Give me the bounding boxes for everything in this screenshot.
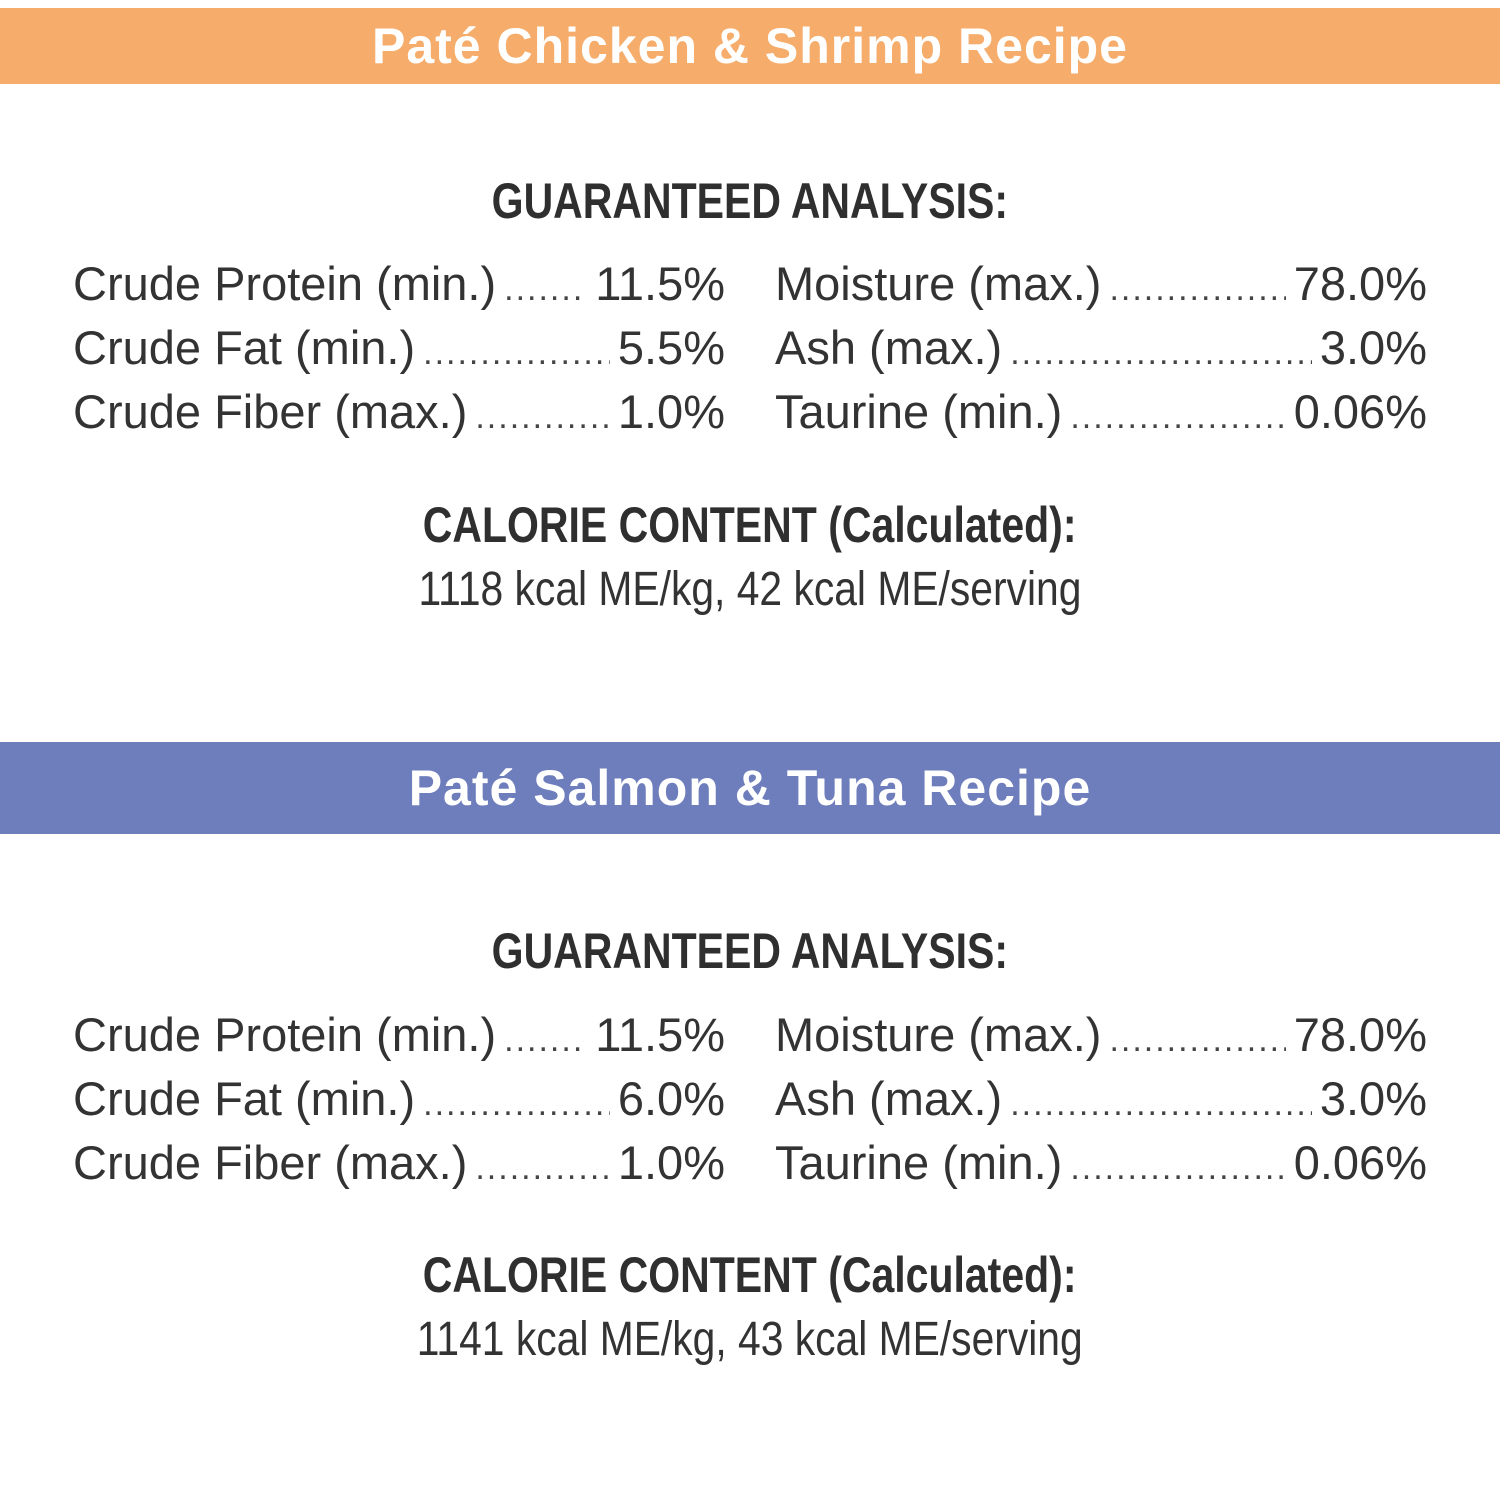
nutrient-label: Crude Protein (min.) bbox=[73, 257, 497, 310]
analysis-row: Crude Protein (min.) 11.5% bbox=[73, 1007, 725, 1071]
leader-dots bbox=[504, 270, 587, 309]
analysis-right-column: Moisture (max.) 78.0% Ash (max.) 3.0% Taur… bbox=[775, 1007, 1427, 1199]
leader-dots bbox=[1109, 270, 1285, 309]
analysis-heading: GUARANTEED ANALYSIS: bbox=[491, 173, 1009, 229]
leader-dots bbox=[1010, 1085, 1312, 1124]
leader-dots bbox=[475, 1149, 610, 1188]
analysis-row: Ash (max.) 3.0% bbox=[775, 320, 1427, 384]
analysis-row: Crude Fiber (max.) 1.0% bbox=[73, 1135, 725, 1199]
leader-dots bbox=[1070, 1149, 1285, 1188]
nutrient-value: 3.0% bbox=[1319, 321, 1427, 374]
nutrient-value: 78.0% bbox=[1293, 257, 1427, 310]
analysis-row: Ash (max.) 3.0% bbox=[775, 1071, 1427, 1135]
analysis-heading-wrap: GUARANTEED ANALYSIS: bbox=[0, 922, 1500, 980]
recipe-section-salmon-tuna: Paté Salmon & Tuna Recipe GUARANTEED ANA… bbox=[0, 742, 1500, 1500]
analysis-heading: GUARANTEED ANALYSIS: bbox=[491, 923, 1009, 979]
analysis-row: Taurine (min.) 0.06% bbox=[775, 1135, 1427, 1199]
analysis-heading-wrap: GUARANTEED ANALYSIS: bbox=[0, 172, 1500, 230]
nutrient-value: 1.0% bbox=[617, 385, 725, 438]
leader-dots bbox=[504, 1021, 587, 1060]
recipe-title-bar: Paté Salmon & Tuna Recipe bbox=[0, 742, 1500, 834]
nutrient-label: Moisture (max.) bbox=[775, 1008, 1102, 1061]
nutrient-label: Crude Fiber (max.) bbox=[73, 1136, 468, 1189]
analysis-row: Crude Fat (min.) 6.0% bbox=[73, 1071, 725, 1135]
calorie-value-wrap: 1118 kcal ME/kg, 42 kcal ME/serving bbox=[0, 562, 1500, 617]
nutrient-label: Ash (max.) bbox=[775, 321, 1003, 374]
analysis-row: Moisture (max.) 78.0% bbox=[775, 1007, 1427, 1071]
nutrient-value: 6.0% bbox=[617, 1072, 725, 1125]
nutrient-value: 11.5% bbox=[595, 1008, 725, 1061]
nutrient-value: 0.06% bbox=[1293, 1136, 1427, 1189]
nutrient-label: Taurine (min.) bbox=[775, 1136, 1063, 1189]
calorie-heading: CALORIE CONTENT (Calculated): bbox=[423, 497, 1077, 553]
calorie-value: 1141 kcal ME/kg, 43 kcal ME/serving bbox=[417, 1313, 1083, 1366]
calorie-heading-wrap: CALORIE CONTENT (Calculated): bbox=[0, 496, 1500, 554]
analysis-row: Moisture (max.) 78.0% bbox=[775, 256, 1427, 320]
nutrient-value: 11.5% bbox=[595, 257, 725, 310]
leader-dots bbox=[423, 1085, 610, 1124]
leader-dots bbox=[475, 398, 610, 437]
calorie-value-wrap: 1141 kcal ME/kg, 43 kcal ME/serving bbox=[0, 1312, 1500, 1367]
calorie-heading-wrap: CALORIE CONTENT (Calculated): bbox=[0, 1246, 1500, 1304]
recipe-section-chicken-shrimp: Paté Chicken & Shrimp Recipe GUARANTEED … bbox=[0, 0, 1500, 750]
calorie-heading: CALORIE CONTENT (Calculated): bbox=[423, 1247, 1077, 1303]
analysis-row: Crude Fiber (max.) 1.0% bbox=[73, 384, 725, 448]
calorie-value: 1118 kcal ME/kg, 42 kcal ME/serving bbox=[418, 563, 1082, 616]
analysis-left-column: Crude Protein (min.) 11.5% Crude Fat (min… bbox=[73, 1007, 725, 1199]
leader-dots bbox=[1010, 334, 1312, 373]
leader-dots bbox=[1109, 1021, 1285, 1060]
nutrient-value: 0.06% bbox=[1293, 385, 1427, 438]
recipe-title: Paté Salmon & Tuna Recipe bbox=[408, 760, 1092, 816]
recipe-title-bar: Paté Chicken & Shrimp Recipe bbox=[0, 8, 1500, 84]
nutrient-label: Crude Protein (min.) bbox=[73, 1008, 497, 1061]
analysis-row: Taurine (min.) 0.06% bbox=[775, 384, 1427, 448]
analysis-right-column: Moisture (max.) 78.0% Ash (max.) 3.0% Taur… bbox=[775, 256, 1427, 448]
nutrient-label: Ash (max.) bbox=[775, 1072, 1003, 1125]
nutrient-value: 5.5% bbox=[617, 321, 725, 374]
nutrient-value: 3.0% bbox=[1319, 1072, 1427, 1125]
analysis-row: Crude Fat (min.) 5.5% bbox=[73, 320, 725, 384]
nutrient-label: Taurine (min.) bbox=[775, 385, 1063, 438]
nutrient-label: Crude Fiber (max.) bbox=[73, 385, 468, 438]
nutrient-label: Crude Fat (min.) bbox=[73, 1072, 416, 1125]
recipe-title: Paté Chicken & Shrimp Recipe bbox=[371, 18, 1128, 74]
leader-dots bbox=[1070, 398, 1285, 437]
analysis-row: Crude Protein (min.) 11.5% bbox=[73, 256, 725, 320]
nutrient-value: 78.0% bbox=[1293, 1008, 1427, 1061]
leader-dots bbox=[423, 334, 610, 373]
nutrient-value: 1.0% bbox=[617, 1136, 725, 1189]
nutrient-label: Crude Fat (min.) bbox=[73, 321, 416, 374]
nutrient-label: Moisture (max.) bbox=[775, 257, 1102, 310]
analysis-left-column: Crude Protein (min.) 11.5% Crude Fat (min… bbox=[73, 256, 725, 448]
